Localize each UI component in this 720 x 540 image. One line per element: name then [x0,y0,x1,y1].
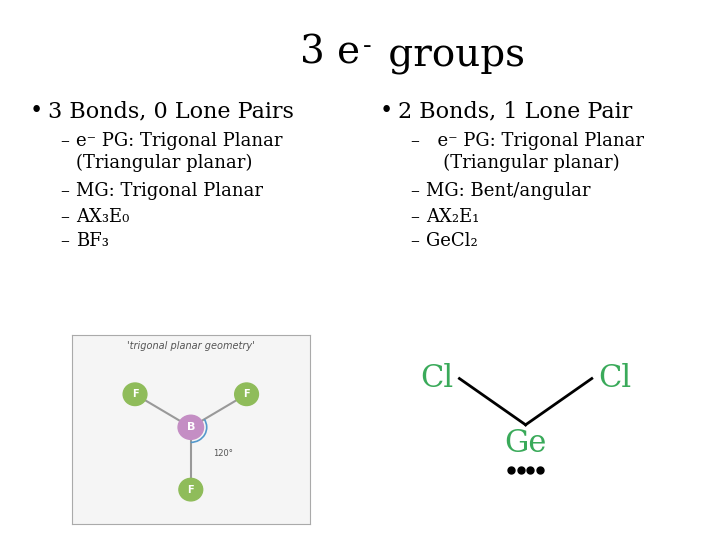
Text: –: – [410,208,419,226]
Text: F: F [243,389,250,399]
Text: AX₂E₁: AX₂E₁ [426,208,480,226]
Text: –: – [410,182,419,200]
Text: B: B [186,422,195,433]
Text: –: – [410,132,419,150]
Text: F: F [187,484,194,495]
Text: MG: Bent/angular: MG: Bent/angular [426,182,590,200]
Text: 3 e: 3 e [300,35,360,72]
Text: 120°: 120° [213,449,233,458]
Text: –: – [60,182,69,200]
Text: 2 Bonds, 1 Lone Pair: 2 Bonds, 1 Lone Pair [398,100,632,122]
Text: –: – [60,232,69,250]
Text: 'trigonal planar geometry': 'trigonal planar geometry' [127,341,255,351]
Text: (Triangular planar): (Triangular planar) [76,154,253,172]
Text: e⁻ PG: Trigonal Planar: e⁻ PG: Trigonal Planar [76,132,282,150]
Circle shape [178,415,204,440]
Text: Cl: Cl [420,363,453,394]
Circle shape [123,383,147,406]
Text: –: – [60,208,69,226]
Text: (Triangular planar): (Triangular planar) [426,154,620,172]
Text: Ge: Ge [505,428,546,460]
Text: F: F [132,389,138,399]
Text: e⁻ PG: Trigonal Planar: e⁻ PG: Trigonal Planar [426,132,644,150]
Text: groups: groups [376,38,525,75]
Text: -: - [363,35,372,58]
Text: –: – [60,132,69,150]
Text: BF₃: BF₃ [76,232,109,250]
Text: –: – [410,232,419,250]
Text: AX₃E₀: AX₃E₀ [76,208,130,226]
Circle shape [179,478,203,501]
Text: •: • [380,100,393,122]
Text: Cl: Cl [598,363,631,394]
Circle shape [235,383,258,406]
Text: •: • [30,100,43,122]
Text: 3 Bonds, 0 Lone Pairs: 3 Bonds, 0 Lone Pairs [48,100,294,122]
Text: MG: Trigonal Planar: MG: Trigonal Planar [76,182,263,200]
Text: GeCl₂: GeCl₂ [426,232,478,250]
